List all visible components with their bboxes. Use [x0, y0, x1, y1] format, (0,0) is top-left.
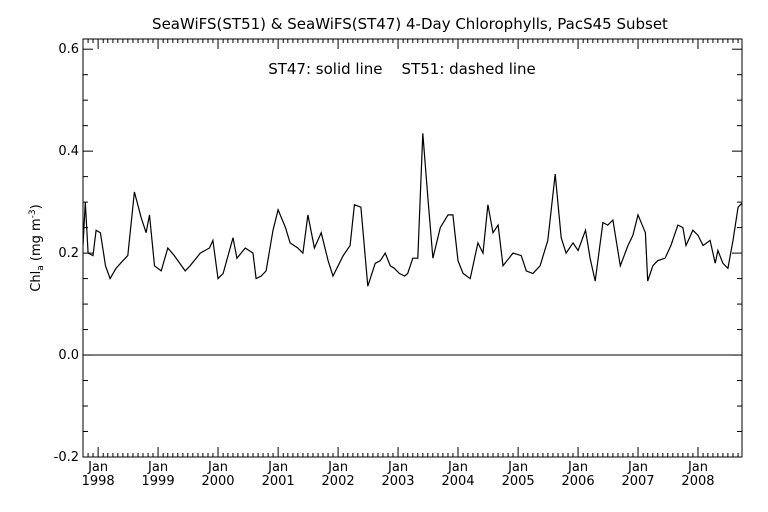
y-axis-label-subscript: a — [36, 265, 46, 271]
x-tick-year-label: 2007 — [621, 474, 654, 489]
x-tick-month-label: Jan — [267, 460, 288, 475]
x-tick-month-label: Jan — [507, 460, 528, 475]
series-line-solid — [83, 133, 742, 287]
x-tick-year-label: 2000 — [201, 474, 234, 489]
y-axis-label-close: ) — [29, 204, 44, 209]
y-tick-label: 0.6 — [58, 42, 79, 57]
x-tick-month-label: Jan — [87, 460, 108, 475]
y-tick-label: 0.2 — [58, 246, 79, 261]
x-tick-year-label: 2003 — [381, 474, 414, 489]
x-tick-year-label: 2005 — [502, 474, 535, 489]
x-tick-month-label: Jan — [207, 460, 228, 475]
y-axis-label: Chla (mg m-3) — [28, 204, 46, 291]
chart-title: SeaWiFS(ST51) & SeaWiFS(ST47) 4-Day Chlo… — [152, 15, 668, 33]
y-tick-label: 0.0 — [58, 348, 79, 363]
x-tick-month-label: Jan — [327, 460, 348, 475]
y-axis-label-superscript: -3 — [28, 209, 38, 218]
x-tick-year-label: 2002 — [322, 474, 355, 489]
x-tick-month-label: Jan — [387, 460, 408, 475]
y-axis-label-prefix: Chl — [29, 271, 44, 292]
plot-frame — [82, 38, 743, 458]
x-tick-month-label: Jan — [627, 460, 648, 475]
x-tick-month-label: Jan — [687, 460, 708, 475]
series-group — [83, 133, 742, 287]
y-tick-label: 0.4 — [58, 144, 79, 159]
series-style-annotation: ST47: solid line ST51: dashed line — [268, 60, 536, 78]
x-tick-year-label: 2008 — [681, 474, 714, 489]
y-tick-label: -0.2 — [54, 450, 79, 465]
x-tick-month-label: Jan — [147, 460, 168, 475]
x-tick-month-label: Jan — [567, 460, 588, 475]
x-tick-year-label: 2004 — [441, 474, 474, 489]
x-tick-year-label: 1998 — [82, 474, 115, 489]
x-axis: Jan1998Jan1999Jan2000Jan2001Jan2002Jan20… — [82, 39, 739, 489]
x-tick-year-label: 2006 — [562, 474, 595, 489]
y-axis-label-unit: (mg m — [29, 218, 44, 265]
x-tick-year-label: 2001 — [262, 474, 295, 489]
y-axis: -0.2 0.0 0.2 0.4 0.6 — [54, 42, 742, 465]
x-tick-year-label: 1999 — [142, 474, 175, 489]
x-tick-month-label: Jan — [447, 460, 468, 475]
